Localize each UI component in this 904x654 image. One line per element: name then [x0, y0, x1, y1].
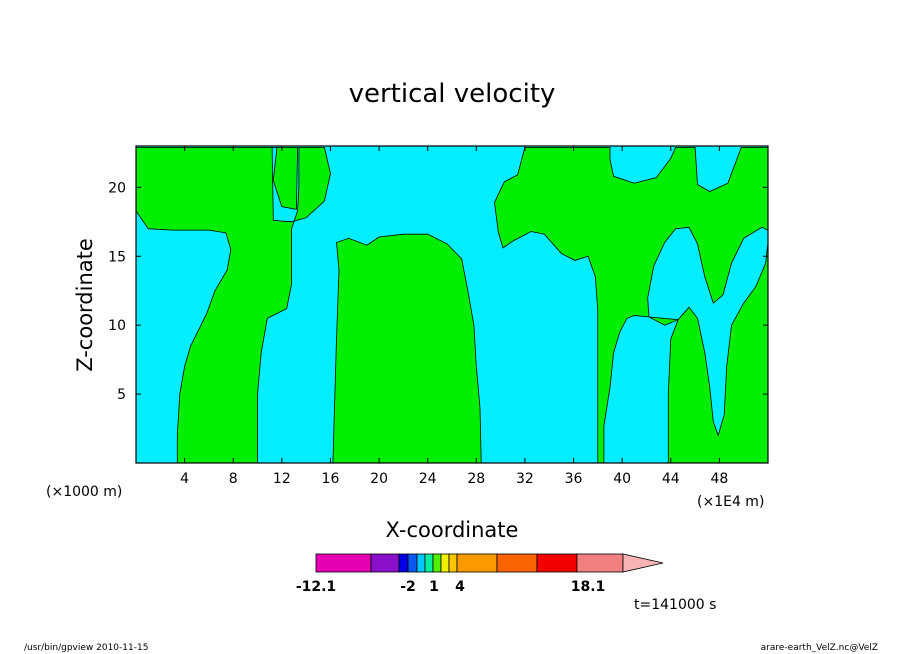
colorbar-label-min: -12.1: [296, 579, 336, 595]
x-tick-label: 36: [565, 471, 583, 487]
x-unit-right: (×1E4 m): [697, 494, 764, 510]
footer-left: /usr/bin/gpview 2010-11-15: [24, 643, 148, 653]
contour-regions: [135, 147, 769, 464]
x-tick-label: 24: [419, 471, 437, 487]
colorbar-label-neg2: -2: [400, 579, 416, 595]
chart-title: vertical velocity: [349, 79, 556, 109]
footer-right: arare-earth_VelZ.nc@VelZ: [761, 643, 878, 653]
y-tick-label: 15: [108, 249, 126, 265]
colorbar-swatch: [448, 553, 458, 573]
green-region-2: [332, 233, 482, 464]
x-tick-label: 40: [613, 471, 631, 487]
y-tick-label: 20: [108, 180, 126, 196]
x-tick-label: 12: [273, 471, 291, 487]
colorbar-swatch: [424, 553, 434, 573]
colorbar-swatch: [456, 553, 498, 573]
colorbar-label-max: 18.1: [571, 579, 606, 595]
colorbar-swatch: [370, 553, 400, 573]
colorbar-extend-arrow: [622, 553, 664, 573]
x-tick-label: 8: [229, 471, 238, 487]
colorbar-label-1: 1: [429, 579, 439, 595]
time-label: t=141000 s: [634, 597, 716, 613]
x-tick-label: 28: [467, 471, 485, 487]
y-axis-label: Z-coordinate: [73, 238, 97, 372]
x-tick-label: 4: [180, 471, 189, 487]
x-tick-label: 20: [370, 471, 388, 487]
x-tick-label: 16: [322, 471, 340, 487]
plot-frame: [135, 145, 769, 464]
colorbar-swatch: [576, 553, 624, 573]
colorbar-swatch: [440, 553, 450, 573]
colorbar-swatch: [536, 553, 578, 573]
colorbar-swatch: [398, 553, 409, 573]
colorbar-label-4: 4: [455, 579, 465, 595]
colorbar-swatch: [496, 553, 538, 573]
colorbar-swatch: [315, 553, 372, 573]
x-tick-label: 44: [662, 471, 680, 487]
green-region-3: [494, 147, 769, 464]
y-tick-label: 5: [117, 387, 126, 403]
colorbar-swatch: [407, 553, 418, 573]
x-axis-label: X-coordinate: [386, 518, 519, 542]
colorbar: [315, 553, 664, 573]
x-tick-label: 48: [710, 471, 728, 487]
green-region-1: [135, 147, 331, 464]
x-unit-left: (×1000 m): [46, 484, 122, 500]
colorbar-swatch: [432, 553, 442, 573]
y-tick-label: 10: [108, 318, 126, 334]
x-tick-label: 32: [516, 471, 534, 487]
colorbar-swatch: [416, 553, 426, 573]
